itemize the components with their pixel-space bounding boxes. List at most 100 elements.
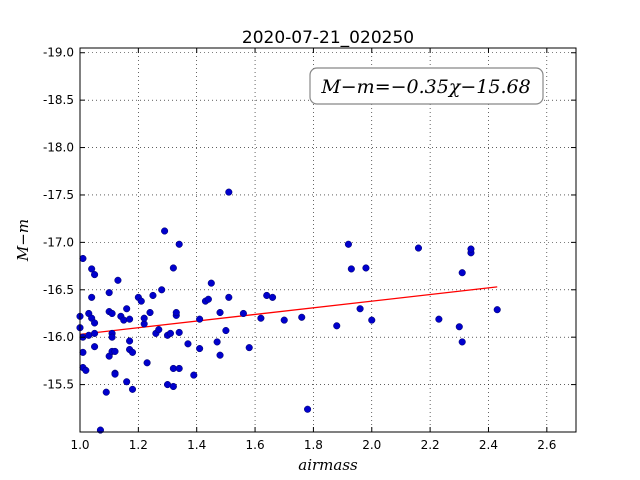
data-point bbox=[111, 370, 119, 378]
data-point bbox=[213, 338, 221, 346]
data-point bbox=[196, 315, 204, 323]
data-point bbox=[225, 293, 233, 301]
data-point bbox=[88, 265, 96, 273]
x-tick-label: 2.2 bbox=[421, 438, 440, 452]
data-point bbox=[239, 309, 247, 318]
data-point bbox=[344, 240, 352, 248]
chart-title: 2020-07-21_020250 bbox=[242, 28, 414, 48]
data-point bbox=[111, 347, 119, 355]
y-tick-label: -15.5 bbox=[43, 378, 74, 392]
data-point bbox=[140, 314, 148, 322]
data-point bbox=[114, 276, 122, 284]
data-point bbox=[175, 328, 183, 336]
data-point bbox=[166, 329, 174, 337]
data-point bbox=[91, 329, 99, 337]
data-point bbox=[458, 269, 466, 277]
data-point bbox=[216, 351, 224, 359]
data-point bbox=[169, 264, 177, 272]
data-point bbox=[126, 315, 134, 323]
data-point bbox=[123, 378, 131, 386]
data-point bbox=[120, 316, 128, 324]
x-tick-label: 1.0 bbox=[70, 438, 89, 452]
data-point bbox=[128, 348, 137, 356]
x-axis-label: airmass bbox=[298, 456, 358, 474]
data-point bbox=[123, 305, 131, 313]
data-point bbox=[280, 316, 288, 324]
y-tick-label: -18.5 bbox=[43, 93, 74, 107]
data-point bbox=[414, 244, 422, 252]
data-points bbox=[76, 188, 501, 434]
data-point bbox=[137, 297, 145, 305]
data-point bbox=[105, 289, 113, 297]
data-point bbox=[190, 371, 198, 379]
x-tick-label: 2.0 bbox=[362, 438, 381, 452]
data-point bbox=[155, 326, 163, 334]
data-point bbox=[82, 366, 90, 374]
data-point bbox=[108, 309, 116, 318]
y-tick-label: -17.5 bbox=[43, 188, 74, 202]
data-point bbox=[216, 308, 224, 317]
y-tick-label: -17.0 bbox=[43, 235, 74, 249]
data-point bbox=[102, 388, 110, 396]
data-point bbox=[245, 344, 253, 352]
annotation-box bbox=[309, 67, 544, 105]
data-point bbox=[435, 315, 443, 323]
data-point bbox=[493, 306, 501, 314]
data-point bbox=[304, 405, 312, 413]
y-tick-label: -18.0 bbox=[43, 141, 74, 155]
fit-equation: M−m=−0.35χ−15.68 bbox=[320, 76, 530, 98]
data-point bbox=[91, 343, 99, 351]
x-tick-label: 1.8 bbox=[304, 438, 323, 452]
data-point bbox=[455, 323, 463, 331]
data-point bbox=[149, 291, 157, 300]
grid bbox=[79, 48, 576, 432]
plot-frame bbox=[79, 47, 577, 433]
data-point bbox=[333, 322, 341, 330]
y-axis-label: M−m bbox=[14, 219, 32, 262]
data-point bbox=[161, 227, 169, 235]
data-point bbox=[467, 245, 475, 253]
x-tick-label: 2.4 bbox=[479, 438, 498, 452]
x-tick-label: 2.6 bbox=[537, 438, 556, 452]
y-ticks: -15.5 -16.0 -16.5 -17.0 -17.5 -18.0 -18.5 -19.0 bbox=[43, 46, 576, 392]
data-point bbox=[146, 308, 154, 317]
data-point bbox=[222, 326, 230, 335]
fit-line bbox=[79, 286, 498, 335]
data-point bbox=[204, 295, 212, 303]
data-point bbox=[458, 338, 466, 346]
data-point bbox=[128, 385, 137, 393]
data-point bbox=[79, 254, 87, 263]
data-point bbox=[356, 305, 364, 313]
data-point bbox=[172, 308, 180, 317]
data-point bbox=[88, 293, 96, 301]
x-tick-label: 1.6 bbox=[246, 438, 265, 452]
data-point bbox=[169, 382, 177, 391]
y-tick-label: -19.0 bbox=[43, 46, 74, 60]
data-point bbox=[362, 264, 370, 272]
data-point bbox=[269, 293, 277, 301]
y-tick-label: -16.5 bbox=[43, 283, 74, 297]
data-point bbox=[175, 364, 183, 373]
data-point bbox=[368, 316, 376, 324]
data-point bbox=[184, 340, 192, 348]
data-point bbox=[79, 348, 87, 356]
x-tick-label: 1.4 bbox=[187, 438, 206, 452]
fit-line-group bbox=[79, 286, 498, 335]
data-point bbox=[91, 271, 99, 279]
data-point bbox=[347, 265, 355, 273]
data-point bbox=[298, 313, 306, 321]
y-tick-label: -16.0 bbox=[43, 330, 74, 344]
x-tick-label: 1.2 bbox=[129, 438, 148, 452]
data-point bbox=[108, 333, 116, 341]
data-point bbox=[175, 240, 183, 248]
data-point bbox=[91, 319, 99, 327]
x-ticks: 1.0 1.2 1.4 1.6 1.8 2.0 2.2 2.4 2.6 bbox=[70, 48, 556, 452]
data-point bbox=[158, 286, 166, 294]
data-point bbox=[257, 314, 265, 322]
fit-annotation: M−m=−0.35χ−15.68 bbox=[309, 67, 544, 105]
data-point bbox=[196, 345, 204, 353]
data-point bbox=[126, 337, 134, 345]
data-point bbox=[225, 188, 233, 196]
data-point bbox=[143, 359, 151, 367]
